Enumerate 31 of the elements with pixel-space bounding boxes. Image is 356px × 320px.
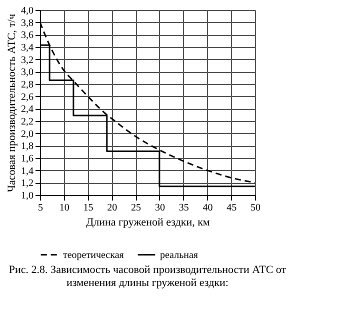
y-tick-label: 3,8 [21,18,34,29]
x-tick-label: 25 [131,202,142,214]
y-tick-label: 1,0 [21,190,34,202]
x-tick-label: 20 [107,202,118,214]
legend-label: реальная [160,250,198,261]
y-axis-title: Часовая производительность АТС, т/ч [6,13,18,192]
x-tick-label: 15 [83,202,94,214]
y-tick-label: 2,0 [21,128,34,140]
y-tick-label: 2,8 [21,80,34,90]
x-tick-label: 30 [154,202,165,214]
y-tick-label: 4,0 [21,6,34,16]
y-tick-label: 3,4 [21,42,34,54]
y-tick-label: 2,2 [21,116,34,128]
text: Рис. 2.8. Зависимость часовой производительности АТС от изменения длины груженой ездки: [8,264,286,289]
y-tick-label: 2,6 [21,92,34,103]
x-tick-label: 50 [250,202,260,214]
y-tick-label: 1,6 [21,154,34,164]
y-tick-label: 1,8 [21,141,34,152]
x-tick-label: 10 [59,202,70,214]
x-tick-label: 40 [202,202,213,214]
y-tick-label: 3,6 [21,30,34,42]
y-tick-label: 1,2 [21,178,34,190]
x-tick-label: 5 [38,202,43,214]
y-tick-label: 3,2 [21,54,34,66]
y-tick-label: 3,0 [21,67,34,78]
y-tick-label: 1,4 [21,166,34,177]
x-axis-title: Длина груженой ездки, км [86,216,210,228]
x-tick-label: 45 [226,202,237,214]
x-tick-label: 35 [178,202,189,214]
y-tick-label: 2,4 [21,104,34,116]
legend-label: теоретическая [63,250,124,261]
